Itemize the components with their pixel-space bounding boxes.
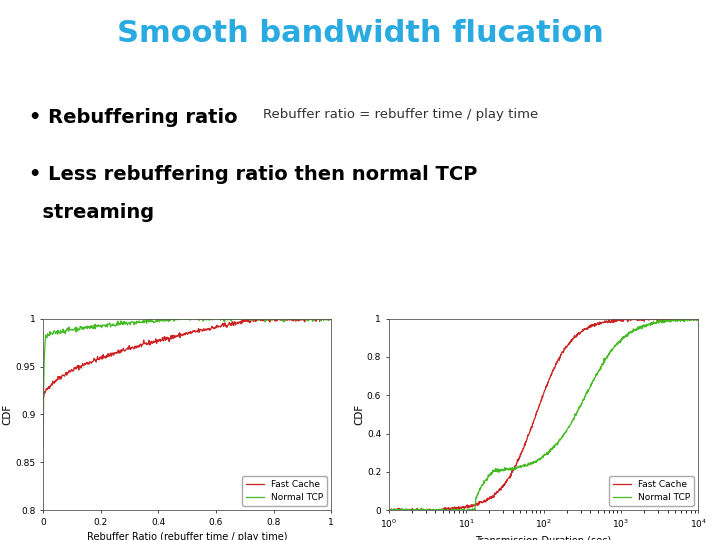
Fast Cache [612,315,621,322]
Fast Cache [327,315,336,322]
Normal TCP [510,465,518,471]
Y-axis label: CDF: CDF [3,404,13,425]
Text: • Less rebuffering ratio then normal TCP: • Less rebuffering ratio then normal TCP [29,165,477,184]
Normal TCP [416,507,425,514]
Normal TCP [327,315,336,322]
Line: Normal TCP: Normal TCP [389,319,698,510]
Normal TCP [681,315,690,322]
Text: Rebuffer ratio = rebuffer time / play time: Rebuffer ratio = rebuffer time / play ti… [263,108,538,121]
Normal TCP [170,318,179,325]
Text: • Rebuffering ratio: • Rebuffering ratio [29,108,238,127]
Text: Smooth bandwidth flucation: Smooth bandwidth flucation [117,19,603,48]
Legend: Fast Cache, Normal TCP: Fast Cache, Normal TCP [242,476,327,506]
Fast Cache [384,507,393,514]
Fast Cache [39,396,48,403]
Fast Cache [510,465,518,472]
X-axis label: Rebuffer Ratio (rebuffer time / play time): Rebuffer Ratio (rebuffer time / play tim… [87,532,287,540]
Normal TCP [39,444,48,450]
Normal TCP [521,462,530,469]
Fast Cache [384,507,393,514]
Normal TCP [113,322,122,328]
Y-axis label: CDF: CDF [354,404,364,425]
Normal TCP [384,507,393,514]
Normal TCP [626,329,635,335]
Normal TCP [384,505,393,512]
Fast Cache [416,507,425,514]
Normal TCP [232,315,240,322]
Fast Cache [598,319,606,326]
Normal TCP [631,326,640,332]
Fast Cache [256,318,265,324]
Legend: Fast Cache, Normal TCP: Fast Cache, Normal TCP [609,476,694,506]
Fast Cache [209,325,217,331]
Text: streaming: streaming [29,202,154,221]
Normal TCP [158,315,166,322]
Normal TCP [90,325,99,331]
Normal TCP [256,315,265,322]
Line: Normal TCP: Normal TCP [43,319,331,447]
Line: Fast Cache: Fast Cache [389,319,698,510]
Normal TCP [694,315,703,322]
X-axis label: Transmission Duration (sec): Transmission Duration (sec) [475,536,612,540]
Normal TCP [598,361,606,367]
Fast Cache [626,317,635,323]
Fast Cache [90,355,99,362]
Line: Fast Cache: Fast Cache [43,319,331,400]
Normal TCP [209,315,217,322]
Fast Cache [248,315,256,322]
Fast Cache [231,322,240,328]
Fast Cache [521,439,530,446]
Fast Cache [632,316,641,323]
Fast Cache [113,349,122,355]
Fast Cache [169,335,178,342]
Fast Cache [694,315,703,322]
